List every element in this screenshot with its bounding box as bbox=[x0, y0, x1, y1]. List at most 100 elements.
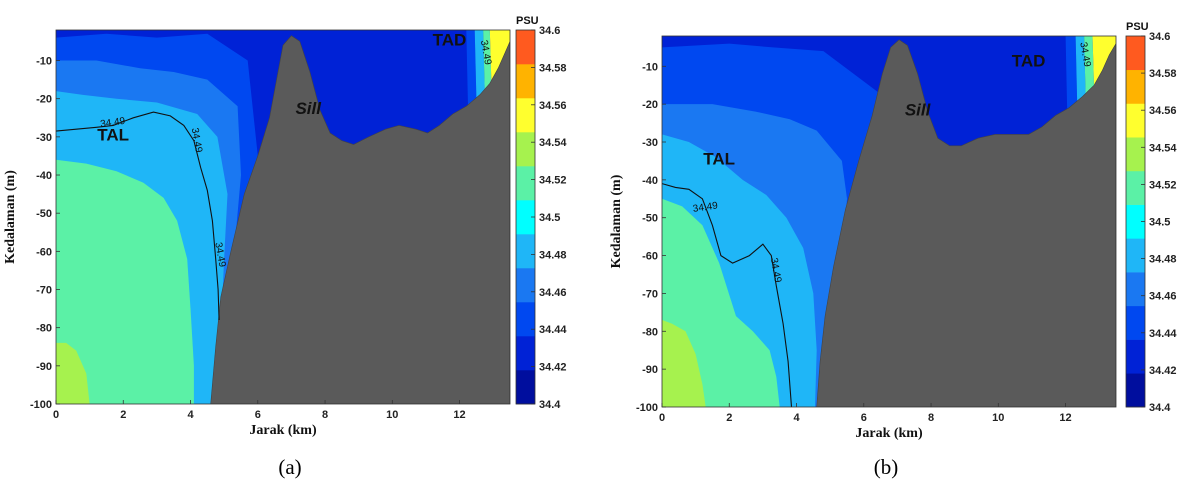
x-tick-label: 2 bbox=[726, 412, 732, 424]
y-tick-label: -80 bbox=[642, 326, 658, 338]
colorbar-tick-label: 34.5 bbox=[1149, 217, 1170, 229]
contour-label: 34.49 bbox=[212, 241, 227, 268]
x-tick-label: 12 bbox=[453, 409, 465, 421]
panel-caption: (b) bbox=[874, 455, 899, 479]
x-axis-title: Jarak (km) bbox=[855, 426, 923, 441]
contour-line-34-49 bbox=[56, 111, 220, 321]
colorbar-unit: PSU bbox=[516, 15, 539, 27]
colorbar-segment bbox=[516, 200, 535, 235]
plot-area: 34.49 34.49 34.49 34.49 bbox=[56, 30, 510, 404]
colorbar-tick-label: 34.58 bbox=[1149, 68, 1177, 80]
colorbar-tick-label: 34.42 bbox=[1149, 365, 1177, 377]
y-tick-label: -40 bbox=[642, 175, 658, 187]
y-tick-label: -30 bbox=[36, 132, 52, 144]
colorbar-unit: PSU bbox=[1126, 21, 1149, 33]
x-tick-label: 10 bbox=[386, 409, 398, 421]
y-tick-label: -90 bbox=[642, 364, 658, 376]
y-tick-label: -20 bbox=[642, 99, 658, 111]
y-tick-label: -90 bbox=[36, 361, 52, 373]
x-tick-label: 0 bbox=[659, 412, 665, 424]
contour-label: 34.49 bbox=[768, 257, 783, 284]
y-tick-label: -10 bbox=[642, 61, 658, 73]
colorbar-tick-label: 34.52 bbox=[539, 175, 567, 187]
colorbar-segment bbox=[1126, 137, 1145, 172]
colorbar-segment bbox=[516, 302, 535, 337]
contour-line-34-49 bbox=[662, 183, 793, 407]
y-tick-label: -100 bbox=[636, 402, 658, 414]
panel-b: 34.49 34.49 34.49 TAL Sill TAD 0 2 4 6 8 10 12 -10 -20… bbox=[609, 21, 1177, 479]
colorbar-segment bbox=[1126, 103, 1145, 138]
colorbar: 34.6 34.58 34.56 34.54 34.52 34.5 34.48 34.46 34… bbox=[515, 15, 567, 411]
colorbar-segment bbox=[516, 98, 535, 133]
colorbar-tick-label: 34.46 bbox=[1149, 291, 1177, 303]
x-tick-label: 8 bbox=[928, 412, 934, 424]
colorbar-segment bbox=[1126, 170, 1145, 205]
salinity-band-7 bbox=[466, 30, 477, 107]
annotation-sill: Sill bbox=[295, 99, 322, 118]
colorbar-segment bbox=[516, 370, 535, 405]
salinity-band-9 bbox=[483, 30, 492, 95]
colorbar-segment bbox=[1126, 272, 1145, 307]
x-axis-title: Jarak (km) bbox=[249, 423, 317, 438]
contour-label: 34.49 bbox=[189, 127, 204, 154]
x-tick-label: 6 bbox=[255, 409, 261, 421]
salinity-band-7 bbox=[1075, 36, 1086, 108]
colorbar-segment bbox=[516, 132, 535, 167]
colorbar-tick-label: 34.4 bbox=[1149, 402, 1171, 414]
colorbar-segment bbox=[1126, 238, 1145, 273]
salinity-band-5 bbox=[662, 319, 706, 407]
y-tick-label: -60 bbox=[642, 251, 658, 263]
x-tick-label: 4 bbox=[187, 409, 194, 421]
colorbar-tick-label: 34.54 bbox=[539, 137, 567, 149]
colorbar-tick-label: 34.4 bbox=[539, 399, 561, 411]
salinity-band-6 bbox=[456, 30, 468, 114]
plot-frame bbox=[55, 29, 511, 405]
colorbar-segment bbox=[516, 30, 535, 65]
annotation-tad: TAD bbox=[433, 30, 467, 49]
salinity-band-10 bbox=[489, 30, 510, 88]
y-tick-label: -60 bbox=[36, 246, 52, 258]
y-axis-title: Kedalaman (m) bbox=[3, 170, 18, 264]
annotation-tal: TAL bbox=[97, 126, 129, 145]
y-tick-label: -70 bbox=[36, 285, 52, 297]
panel-caption: (a) bbox=[278, 455, 301, 479]
y-tick-label: -50 bbox=[36, 208, 52, 220]
colorbar-segment bbox=[1126, 339, 1145, 374]
colorbar-tick-label: 34.5 bbox=[539, 212, 560, 224]
x-tick-label: 0 bbox=[53, 409, 59, 421]
colorbar: 34.6 34.58 34.56 34.54 34.52 34.5 34.48 34.46 34… bbox=[1125, 21, 1177, 414]
salinity-band-9 bbox=[1092, 36, 1116, 89]
colorbar-segment bbox=[516, 234, 535, 269]
y-tick-label: -30 bbox=[642, 137, 658, 149]
x-tick-label: 8 bbox=[322, 409, 328, 421]
y-axis-title: Kedalaman (m) bbox=[609, 174, 624, 268]
colorbar-segment bbox=[516, 336, 535, 371]
salinity-band-5 bbox=[56, 342, 90, 404]
plot-area: 34.49 34.49 34.49 bbox=[662, 36, 1116, 407]
y-tick-label: -10 bbox=[36, 56, 52, 68]
annotation-sill: Sill bbox=[905, 101, 932, 120]
bathymetry-sill bbox=[816, 39, 1116, 407]
y-tick-label: -40 bbox=[36, 170, 52, 182]
colorbar-segment bbox=[1126, 36, 1145, 71]
annotation-tad: TAD bbox=[1012, 51, 1046, 70]
colorbar-segment bbox=[1126, 373, 1145, 408]
annotation-tal: TAL bbox=[703, 150, 735, 169]
y-tick-label: -80 bbox=[36, 323, 52, 335]
contour-label: 34.49 bbox=[100, 116, 127, 130]
colorbar-segment bbox=[1126, 305, 1145, 340]
colorbar-tick-label: 34.48 bbox=[539, 249, 567, 261]
x-tick-label: 10 bbox=[992, 412, 1004, 424]
x-tick-label: 6 bbox=[861, 412, 867, 424]
colorbar-segment bbox=[1126, 204, 1145, 239]
colorbar-segment bbox=[516, 166, 535, 201]
colorbar-tick-label: 34.42 bbox=[539, 362, 567, 374]
bathymetry-sill bbox=[210, 35, 510, 404]
contour-label: 34.49 bbox=[1077, 41, 1092, 68]
colorbar-tick-label: 34.6 bbox=[1149, 31, 1170, 43]
salinity-band-4 bbox=[56, 159, 194, 404]
colorbar-segment bbox=[1126, 69, 1145, 104]
colorbar-tick-label: 34.6 bbox=[539, 25, 560, 37]
